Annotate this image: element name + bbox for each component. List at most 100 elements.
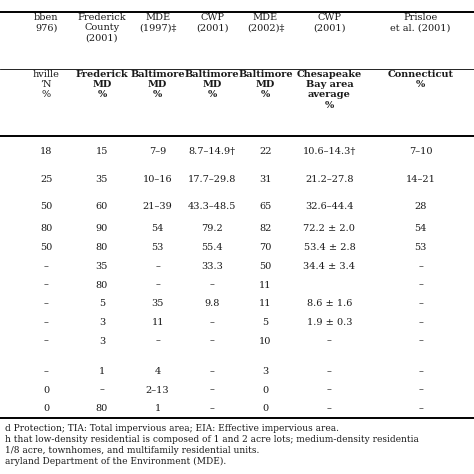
Text: Baltimore
MD
%: Baltimore MD % — [238, 70, 293, 100]
Text: 55.4: 55.4 — [201, 243, 223, 252]
Text: 32.6–44.4: 32.6–44.4 — [305, 201, 354, 210]
Text: –: – — [44, 337, 49, 346]
Text: 0: 0 — [263, 404, 268, 413]
Text: 9.8: 9.8 — [204, 299, 220, 308]
Text: 43.3–48.5: 43.3–48.5 — [188, 201, 237, 210]
Text: –: – — [210, 318, 215, 327]
Text: 53.4 ± 2.8: 53.4 ± 2.8 — [303, 243, 356, 252]
Text: 50: 50 — [259, 262, 272, 271]
Text: 25: 25 — [40, 174, 53, 183]
Text: 21–39: 21–39 — [143, 201, 173, 210]
Text: 34.4 ± 3.4: 34.4 ± 3.4 — [303, 262, 356, 271]
Text: 17.7–29.8: 17.7–29.8 — [188, 174, 237, 183]
Text: 1: 1 — [155, 404, 161, 413]
Text: 82: 82 — [259, 225, 272, 234]
Text: 1.9 ± 0.3: 1.9 ± 0.3 — [307, 318, 352, 327]
Text: 11: 11 — [259, 299, 272, 308]
Text: 79.2: 79.2 — [201, 225, 223, 234]
Text: h that low-density residential is composed of 1 and 2 acre lots; medium-density : h that low-density residential is compos… — [5, 435, 419, 444]
Text: –: – — [210, 404, 215, 413]
Text: 33.3: 33.3 — [201, 262, 223, 271]
Text: –: – — [44, 281, 49, 290]
Text: 14–21: 14–21 — [406, 174, 436, 183]
Text: –: – — [44, 367, 49, 376]
Text: 7–10: 7–10 — [409, 147, 432, 156]
Text: 11: 11 — [259, 281, 272, 290]
Text: –: – — [155, 281, 160, 290]
Text: 3: 3 — [99, 318, 105, 327]
Text: –: – — [418, 385, 423, 394]
Text: d Protection; TIA: Total impervious area; EIA: Effective impervious area.: d Protection; TIA: Total impervious area… — [5, 424, 339, 433]
Text: CWP
(2001): CWP (2001) — [313, 13, 346, 32]
Text: MDE
(1997)‡: MDE (1997)‡ — [139, 13, 176, 32]
Text: 90: 90 — [96, 225, 108, 234]
Text: –: – — [210, 337, 215, 346]
Text: aryland Department of the Environment (MDE).: aryland Department of the Environment (M… — [5, 456, 226, 465]
Text: 50: 50 — [40, 201, 52, 210]
Text: –: – — [44, 299, 49, 308]
Text: 7–9: 7–9 — [149, 147, 166, 156]
Text: 35: 35 — [96, 262, 108, 271]
Text: 60: 60 — [96, 201, 108, 210]
Text: bben
976): bben 976) — [34, 13, 58, 32]
Text: 80: 80 — [96, 404, 108, 413]
Text: –: – — [327, 367, 332, 376]
Text: –: – — [327, 337, 332, 346]
Text: Prisloe
et al. (2001): Prisloe et al. (2001) — [391, 13, 451, 32]
Text: –: – — [210, 281, 215, 290]
Text: 5: 5 — [99, 299, 105, 308]
Text: 2–13: 2–13 — [146, 385, 169, 394]
Text: –: – — [418, 262, 423, 271]
Text: 54: 54 — [151, 225, 164, 234]
Text: 18: 18 — [40, 147, 53, 156]
Text: 1: 1 — [99, 367, 105, 376]
Text: 15: 15 — [96, 147, 108, 156]
Text: 35: 35 — [96, 174, 108, 183]
Text: 50: 50 — [40, 243, 52, 252]
Text: 70: 70 — [259, 243, 272, 252]
Text: 3: 3 — [99, 337, 105, 346]
Text: 0: 0 — [43, 404, 49, 413]
Text: 10–16: 10–16 — [143, 174, 173, 183]
Text: 28: 28 — [414, 201, 427, 210]
Text: 53: 53 — [414, 243, 427, 252]
Text: Baltimore
MD
%: Baltimore MD % — [185, 70, 239, 100]
Text: –: – — [210, 367, 215, 376]
Text: Connecticut
%: Connecticut % — [388, 70, 454, 89]
Text: Baltimore
MD
%: Baltimore MD % — [130, 70, 185, 100]
Text: 5: 5 — [263, 318, 268, 327]
Text: 10.6–14.3†: 10.6–14.3† — [303, 147, 356, 156]
Text: –: – — [100, 385, 104, 394]
Text: Chesapeake
Bay area
average
%: Chesapeake Bay area average % — [297, 70, 362, 110]
Text: 65: 65 — [259, 201, 272, 210]
Text: –: – — [210, 385, 215, 394]
Text: –: – — [418, 337, 423, 346]
Text: –: – — [327, 385, 332, 394]
Text: Frederick
County
(2001): Frederick County (2001) — [78, 13, 126, 43]
Text: –: – — [418, 404, 423, 413]
Text: 54: 54 — [414, 225, 427, 234]
Text: hville
’N
%: hville ’N % — [33, 70, 60, 100]
Text: 4: 4 — [155, 367, 161, 376]
Text: –: – — [44, 318, 49, 327]
Text: 35: 35 — [151, 299, 164, 308]
Text: –: – — [44, 262, 49, 271]
Text: –: – — [418, 281, 423, 290]
Text: 80: 80 — [96, 243, 108, 252]
Text: 53: 53 — [151, 243, 164, 252]
Text: 10: 10 — [259, 337, 272, 346]
Text: –: – — [418, 367, 423, 376]
Text: 80: 80 — [40, 225, 52, 234]
Text: –: – — [418, 318, 423, 327]
Text: Frederick
MD
%: Frederick MD % — [75, 70, 128, 100]
Text: 11: 11 — [151, 318, 164, 327]
Text: CWP
(2001): CWP (2001) — [196, 13, 228, 32]
Text: 0: 0 — [263, 385, 268, 394]
Text: 22: 22 — [259, 147, 272, 156]
Text: 80: 80 — [96, 281, 108, 290]
Text: 8.7–14.9†: 8.7–14.9† — [189, 147, 236, 156]
Text: –: – — [327, 404, 332, 413]
Text: 31: 31 — [259, 174, 272, 183]
Text: 3: 3 — [262, 367, 269, 376]
Text: MDE
(2002)‡: MDE (2002)‡ — [247, 13, 284, 32]
